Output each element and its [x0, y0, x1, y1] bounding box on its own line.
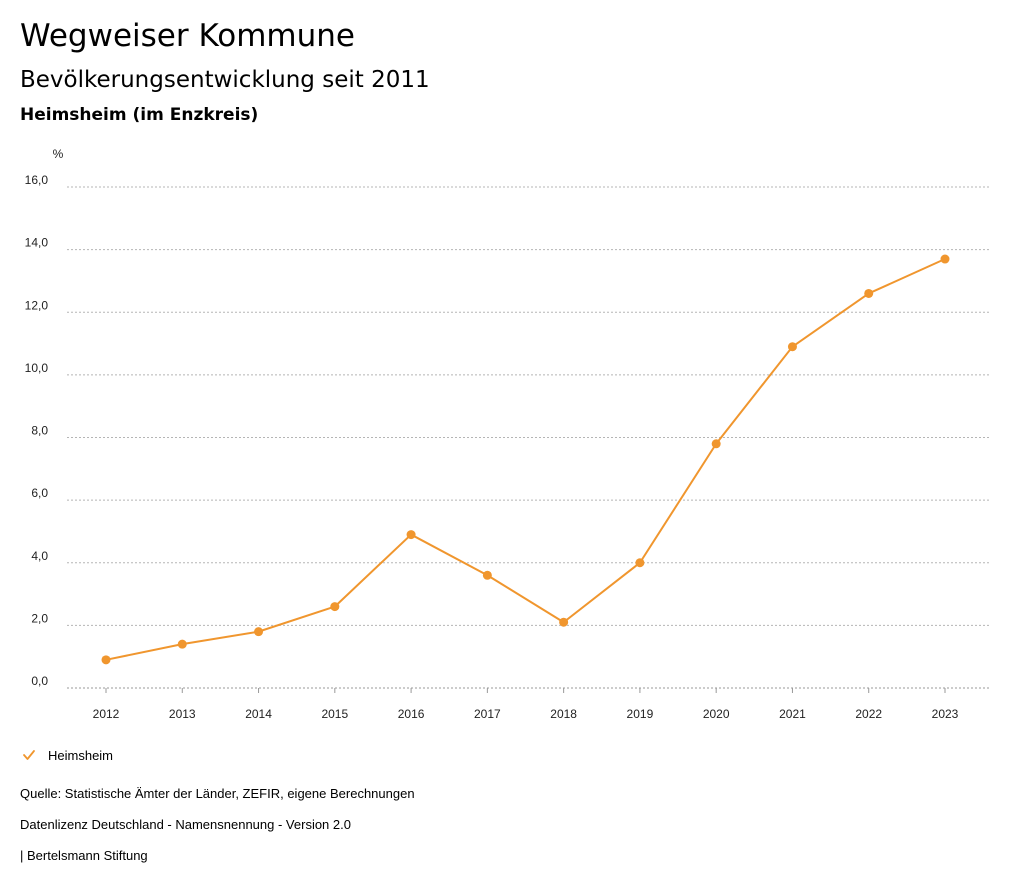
- data-point[interactable]: [482, 570, 492, 580]
- data-point[interactable]: [635, 558, 645, 568]
- x-tick-label: 2019: [627, 707, 654, 721]
- x-tick-label: 2015: [321, 707, 348, 721]
- y-tick-label: 6,0: [31, 486, 48, 500]
- y-axis-tick-labels: 0,0 2,0 4,0 6,0 8,0 10,0 12,0 14,0 16,0: [25, 173, 49, 688]
- x-tick-label: 2016: [398, 707, 425, 721]
- data-point[interactable]: [177, 639, 187, 649]
- x-tick-label: 2014: [245, 707, 272, 721]
- page-title: Wegweiser Kommune: [20, 18, 355, 54]
- region-label: Heimsheim (im Enzkreis): [20, 105, 259, 125]
- series-line: [105, 258, 946, 661]
- x-tick-label: 2017: [474, 707, 501, 721]
- data-point[interactable]: [559, 617, 569, 627]
- grid-lines: [67, 186, 990, 689]
- x-tick-label: 2021: [779, 707, 806, 721]
- series-heimsheim: [101, 254, 950, 665]
- data-point[interactable]: [711, 439, 721, 449]
- x-tick-label: 2012: [93, 707, 120, 721]
- chart-subtitle: Bevölkerungsentwicklung seit 2011: [20, 67, 430, 93]
- y-tick-label: 12,0: [25, 298, 49, 312]
- data-point[interactable]: [254, 627, 264, 637]
- data-point[interactable]: [330, 602, 340, 612]
- x-tick-label: 2023: [932, 707, 959, 721]
- y-tick-label: 14,0: [25, 236, 49, 250]
- publisher-credit: | Bertelsmann Stiftung: [20, 848, 148, 863]
- data-point[interactable]: [406, 530, 416, 540]
- x-tick-label: 2013: [169, 707, 196, 721]
- source-note: Quelle: Statistische Ämter der Länder, Z…: [20, 786, 415, 801]
- y-tick-label: 4,0: [31, 549, 48, 563]
- legend-item-heimsheim[interactable]: Heimsheim: [22, 744, 113, 766]
- y-tick-label: 0,0: [31, 674, 48, 688]
- license-note: Datenlizenz Deutschland - Namensnennung …: [20, 817, 351, 832]
- data-point[interactable]: [787, 342, 797, 352]
- y-tick-label: 8,0: [31, 424, 48, 438]
- data-point[interactable]: [864, 288, 874, 298]
- x-axis-tick-labels: 2012 2013 2014 2015 2016 2017 2018 2019 2020 2021…: [93, 688, 959, 721]
- y-tick-label: 10,0: [25, 361, 49, 375]
- y-axis-unit-label: %: [53, 147, 64, 161]
- x-tick-label: 2018: [550, 707, 577, 721]
- legend-label: Heimsheim: [48, 747, 114, 763]
- y-tick-label: 2,0: [31, 611, 48, 625]
- checkmark-icon: [23, 750, 35, 760]
- x-tick-label: 2020: [703, 707, 730, 721]
- line-chart: 0,0 2,0 4,0 6,0 8,0 10,0 12,0 14,0 16,0 2012 2013…: [25, 147, 990, 721]
- x-tick-label: 2022: [855, 707, 882, 721]
- data-point[interactable]: [101, 655, 111, 665]
- data-point[interactable]: [940, 254, 950, 264]
- y-tick-label: 16,0: [25, 173, 49, 187]
